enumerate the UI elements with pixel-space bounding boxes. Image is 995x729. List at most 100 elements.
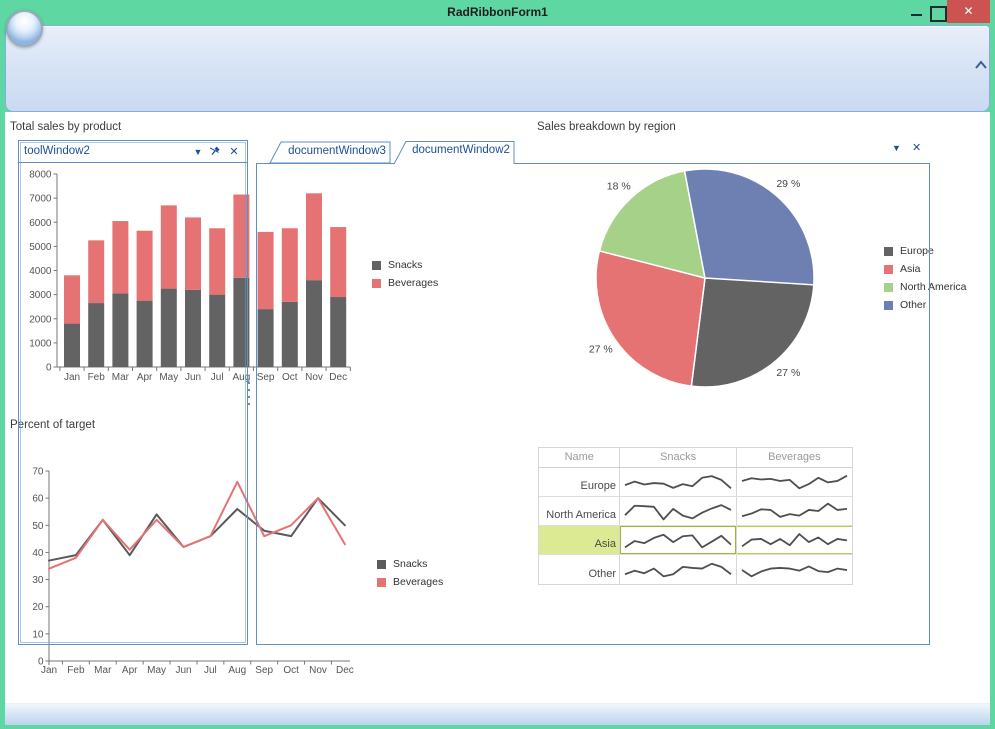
dock-splitter-handle[interactable] <box>247 382 250 410</box>
table-row[interactable]: Europe <box>539 468 852 497</box>
svg-text:May: May <box>159 372 178 383</box>
svg-text:60: 60 <box>32 494 44 505</box>
legend-item-beverages: Beverages <box>372 274 438 292</box>
column-header-beverages[interactable]: Beverages <box>768 451 821 463</box>
document-group-close-icon[interactable]: ✕ <box>912 142 922 154</box>
sparkline-cell[interactable] <box>620 526 737 554</box>
legend-item-other: Other <box>884 296 967 314</box>
legend-item-snacks: Snacks <box>377 555 443 573</box>
ribbon-collapse-chevron-up-icon[interactable] <box>974 60 988 70</box>
sparkline <box>741 474 848 490</box>
sparkline-cell[interactable] <box>620 497 737 525</box>
column-header-snacks[interactable]: Snacks <box>620 448 737 467</box>
close-icon: ✕ <box>963 4 974 18</box>
legend-label: Beverages <box>388 277 439 289</box>
svg-text:20: 20 <box>32 602 44 613</box>
svg-text:1000: 1000 <box>29 338 52 349</box>
row-name-cell[interactable]: Europe <box>539 468 620 496</box>
tab-label: documentWindow3 <box>288 145 386 157</box>
minimize-button[interactable] <box>908 4 926 21</box>
sparkline-cell[interactable] <box>737 555 852 584</box>
svg-text:30: 30 <box>32 575 44 586</box>
other-swatch <box>884 300 893 310</box>
svg-text:50: 50 <box>32 521 44 532</box>
table-row[interactable]: North America <box>539 497 852 526</box>
tab-document-window-2[interactable]: documentWindow2 <box>392 140 516 165</box>
svg-text:Apr: Apr <box>122 665 138 676</box>
svg-text:Oct: Oct <box>283 665 299 676</box>
legend-label: Europe <box>900 245 934 257</box>
svg-text:Aug: Aug <box>228 665 246 676</box>
snacks-swatch <box>377 559 386 569</box>
sparkline-cell[interactable] <box>737 468 852 496</box>
close-button[interactable]: ✕ <box>947 0 990 23</box>
document-group-menu-caret-icon[interactable]: ▼ <box>892 143 901 153</box>
svg-text:Jan: Jan <box>64 372 80 383</box>
legend-label: North America <box>900 281 967 293</box>
tool-window-menu-caret-icon[interactable]: ▼ <box>193 147 203 157</box>
pie-chart: 27 % 27 % 18 % 29 % <box>589 168 815 388</box>
sparkline <box>741 533 848 548</box>
svg-text:27 %: 27 % <box>776 367 800 379</box>
legend-item-north-america: North America <box>884 278 967 296</box>
sparkline-cell[interactable] <box>620 468 737 496</box>
tab-document-window-3[interactable]: documentWindow3 <box>268 141 392 164</box>
sparkline <box>624 475 732 489</box>
sparkline <box>741 502 848 518</box>
tool-window-titlebar[interactable]: toolWindow2 ▼ ✕ <box>19 141 247 163</box>
svg-text:Nov: Nov <box>305 372 323 383</box>
svg-text:18 %: 18 % <box>607 181 631 193</box>
sparkline-cell[interactable] <box>620 555 737 584</box>
legend-item-beverages: Beverages <box>377 573 443 591</box>
legend-item-snacks: Snacks <box>372 256 438 274</box>
stacked-bar-chart: 0 1000 2000 3000 4000 5000 6000 7000 8000 Jan Feb M… <box>29 170 351 383</box>
svg-text:Jun: Jun <box>175 665 191 676</box>
table-row[interactable]: Other <box>539 555 852 584</box>
svg-text:May: May <box>147 665 166 676</box>
table-row[interactable]: Asia <box>539 526 852 555</box>
svg-text:10: 10 <box>32 629 44 640</box>
svg-text:0: 0 <box>38 657 44 668</box>
svg-text:3000: 3000 <box>29 290 52 301</box>
svg-text:Jun: Jun <box>185 372 201 383</box>
sparkline-cell[interactable] <box>737 526 852 554</box>
svg-text:Apr: Apr <box>137 372 153 383</box>
region-spark-table: Name Snacks Beverages Europe North Americ… <box>538 447 853 585</box>
legend-label: Other <box>900 299 927 311</box>
svg-text:40: 40 <box>32 548 44 559</box>
europe-swatch <box>884 246 893 256</box>
row-name-cell[interactable]: Asia <box>539 526 620 554</box>
legend-label: Asia <box>900 263 921 275</box>
legend-item-asia: Asia <box>884 260 967 278</box>
bar-chart-legend: Snacks Beverages <box>372 256 438 292</box>
row-name-cell[interactable]: Other <box>539 555 620 584</box>
tool-window-title: toolWindow2 <box>24 145 90 157</box>
sparkline-cell[interactable] <box>737 497 852 525</box>
svg-text:29 %: 29 % <box>776 178 800 190</box>
row-name-cell[interactable]: North America <box>539 497 620 525</box>
sparkline <box>741 565 848 578</box>
tool-window-close-icon[interactable]: ✕ <box>229 146 239 158</box>
svg-text:Jul: Jul <box>211 372 224 383</box>
svg-text:Dec: Dec <box>336 665 354 676</box>
application-menu-orb-button[interactable] <box>6 10 43 47</box>
north-america-swatch <box>884 282 893 292</box>
pie-chart-legend: Europe Asia North America Other <box>884 242 967 314</box>
svg-text:27 %: 27 % <box>589 343 613 355</box>
svg-text:Jan: Jan <box>41 665 57 676</box>
titlebar: RadRibbonForm1 ✕ <box>0 0 995 25</box>
maximize-button[interactable] <box>928 4 947 22</box>
svg-text:Aug: Aug <box>233 372 251 383</box>
tool-window-pin-icon[interactable] <box>209 145 223 159</box>
svg-text:7000: 7000 <box>29 194 52 205</box>
svg-text:Mar: Mar <box>112 372 130 383</box>
svg-text:Sep: Sep <box>255 665 273 676</box>
svg-text:Jul: Jul <box>204 665 217 676</box>
legend-item-europe: Europe <box>884 242 967 260</box>
beverages-swatch <box>372 278 381 288</box>
column-header-name[interactable]: Name <box>539 448 621 467</box>
legend-label: Snacks <box>388 259 423 271</box>
window-title: RadRibbonForm1 <box>447 5 548 19</box>
svg-text:4000: 4000 <box>29 266 52 277</box>
